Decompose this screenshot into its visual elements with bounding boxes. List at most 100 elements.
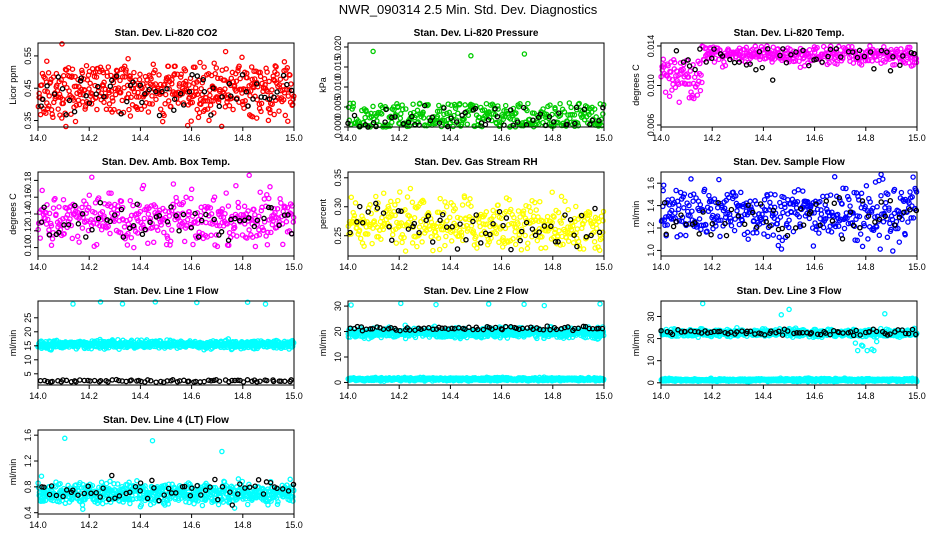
data-point <box>490 221 496 227</box>
data-point <box>66 97 73 104</box>
data-point <box>734 208 740 214</box>
data-point <box>845 43 852 50</box>
data-point <box>107 218 113 225</box>
data-point <box>164 219 171 225</box>
data-point <box>527 208 534 215</box>
data-point <box>178 223 184 230</box>
data-point <box>488 117 495 124</box>
y-tick-label: 0.55 <box>23 47 33 65</box>
data-point <box>357 235 364 242</box>
data-point <box>558 193 565 200</box>
x-tick-label: 14.2 <box>703 262 721 272</box>
data-point <box>389 231 396 238</box>
data-point <box>159 88 165 95</box>
data-point <box>180 199 187 206</box>
data-point <box>420 115 427 121</box>
data-point <box>661 200 668 206</box>
x-tick-label: 15.0 <box>908 133 926 143</box>
data-point <box>703 59 709 65</box>
data-point <box>884 234 891 241</box>
data-point <box>78 86 85 93</box>
data-point <box>218 214 224 220</box>
data-point <box>439 211 446 218</box>
data-point <box>862 203 868 210</box>
data-point <box>710 225 716 232</box>
data-point <box>191 220 197 226</box>
data-point <box>663 231 669 238</box>
data-point <box>534 237 541 244</box>
data-point <box>568 104 574 111</box>
data-point <box>790 228 797 235</box>
data-point <box>261 215 267 222</box>
data-point <box>722 220 728 227</box>
data-point <box>214 243 221 250</box>
y-axis-label: degrees C <box>8 193 18 235</box>
data-point <box>226 242 232 249</box>
data-point <box>89 174 95 180</box>
data-point <box>416 224 423 230</box>
y-tick-label: 0.30 <box>333 198 343 216</box>
data-point <box>158 222 164 228</box>
data-point <box>250 96 256 102</box>
data-point <box>572 120 578 127</box>
data-point <box>907 189 913 195</box>
data-point <box>215 75 221 82</box>
data-point <box>383 106 389 113</box>
data-point <box>680 194 686 200</box>
data-point <box>253 233 260 239</box>
data-point <box>881 210 887 217</box>
data-point <box>367 202 373 208</box>
data-point <box>86 204 92 211</box>
data-point <box>600 111 606 117</box>
data-point <box>251 76 258 82</box>
data-point <box>580 246 587 252</box>
data-point <box>378 111 385 117</box>
data-point <box>904 47 910 53</box>
data-point <box>538 245 544 252</box>
data-point <box>100 69 107 76</box>
data-point <box>515 221 521 227</box>
data-point <box>288 81 294 87</box>
data-point <box>207 102 214 108</box>
data-point <box>210 197 217 203</box>
data-point <box>473 233 479 240</box>
data-point <box>447 214 453 221</box>
data-point <box>885 191 891 198</box>
data-point <box>136 76 143 83</box>
data-point <box>79 225 86 231</box>
data-point <box>733 193 739 199</box>
data-point <box>452 105 459 112</box>
data-point <box>130 79 136 85</box>
data-point <box>454 246 461 252</box>
y-tick-label: 0.45 <box>23 79 33 97</box>
data-point <box>836 51 843 57</box>
data-point <box>398 220 405 226</box>
data-point <box>128 377 135 383</box>
data-point <box>876 232 883 239</box>
data-point <box>783 59 790 66</box>
data-point <box>735 213 742 219</box>
data-point <box>565 238 572 244</box>
data-point <box>79 211 86 217</box>
data-point <box>166 86 172 92</box>
data-point <box>188 118 194 124</box>
data-point <box>181 238 188 245</box>
y-tick-label: 0.014 <box>646 35 656 58</box>
data-point <box>865 236 871 242</box>
data-point <box>201 88 208 95</box>
data-point <box>92 82 98 89</box>
data-point <box>399 102 405 108</box>
data-point <box>200 77 206 83</box>
data-point <box>69 66 76 72</box>
data-point <box>214 222 220 229</box>
data-point <box>103 93 109 100</box>
data-point <box>452 206 458 212</box>
data-point <box>823 198 830 204</box>
data-point <box>847 203 853 209</box>
data-point <box>592 205 598 212</box>
x-tick-label: 14.2 <box>390 262 408 272</box>
data-point <box>148 378 154 384</box>
data-point <box>696 216 703 222</box>
data-point <box>436 120 443 126</box>
data-point <box>523 219 530 226</box>
